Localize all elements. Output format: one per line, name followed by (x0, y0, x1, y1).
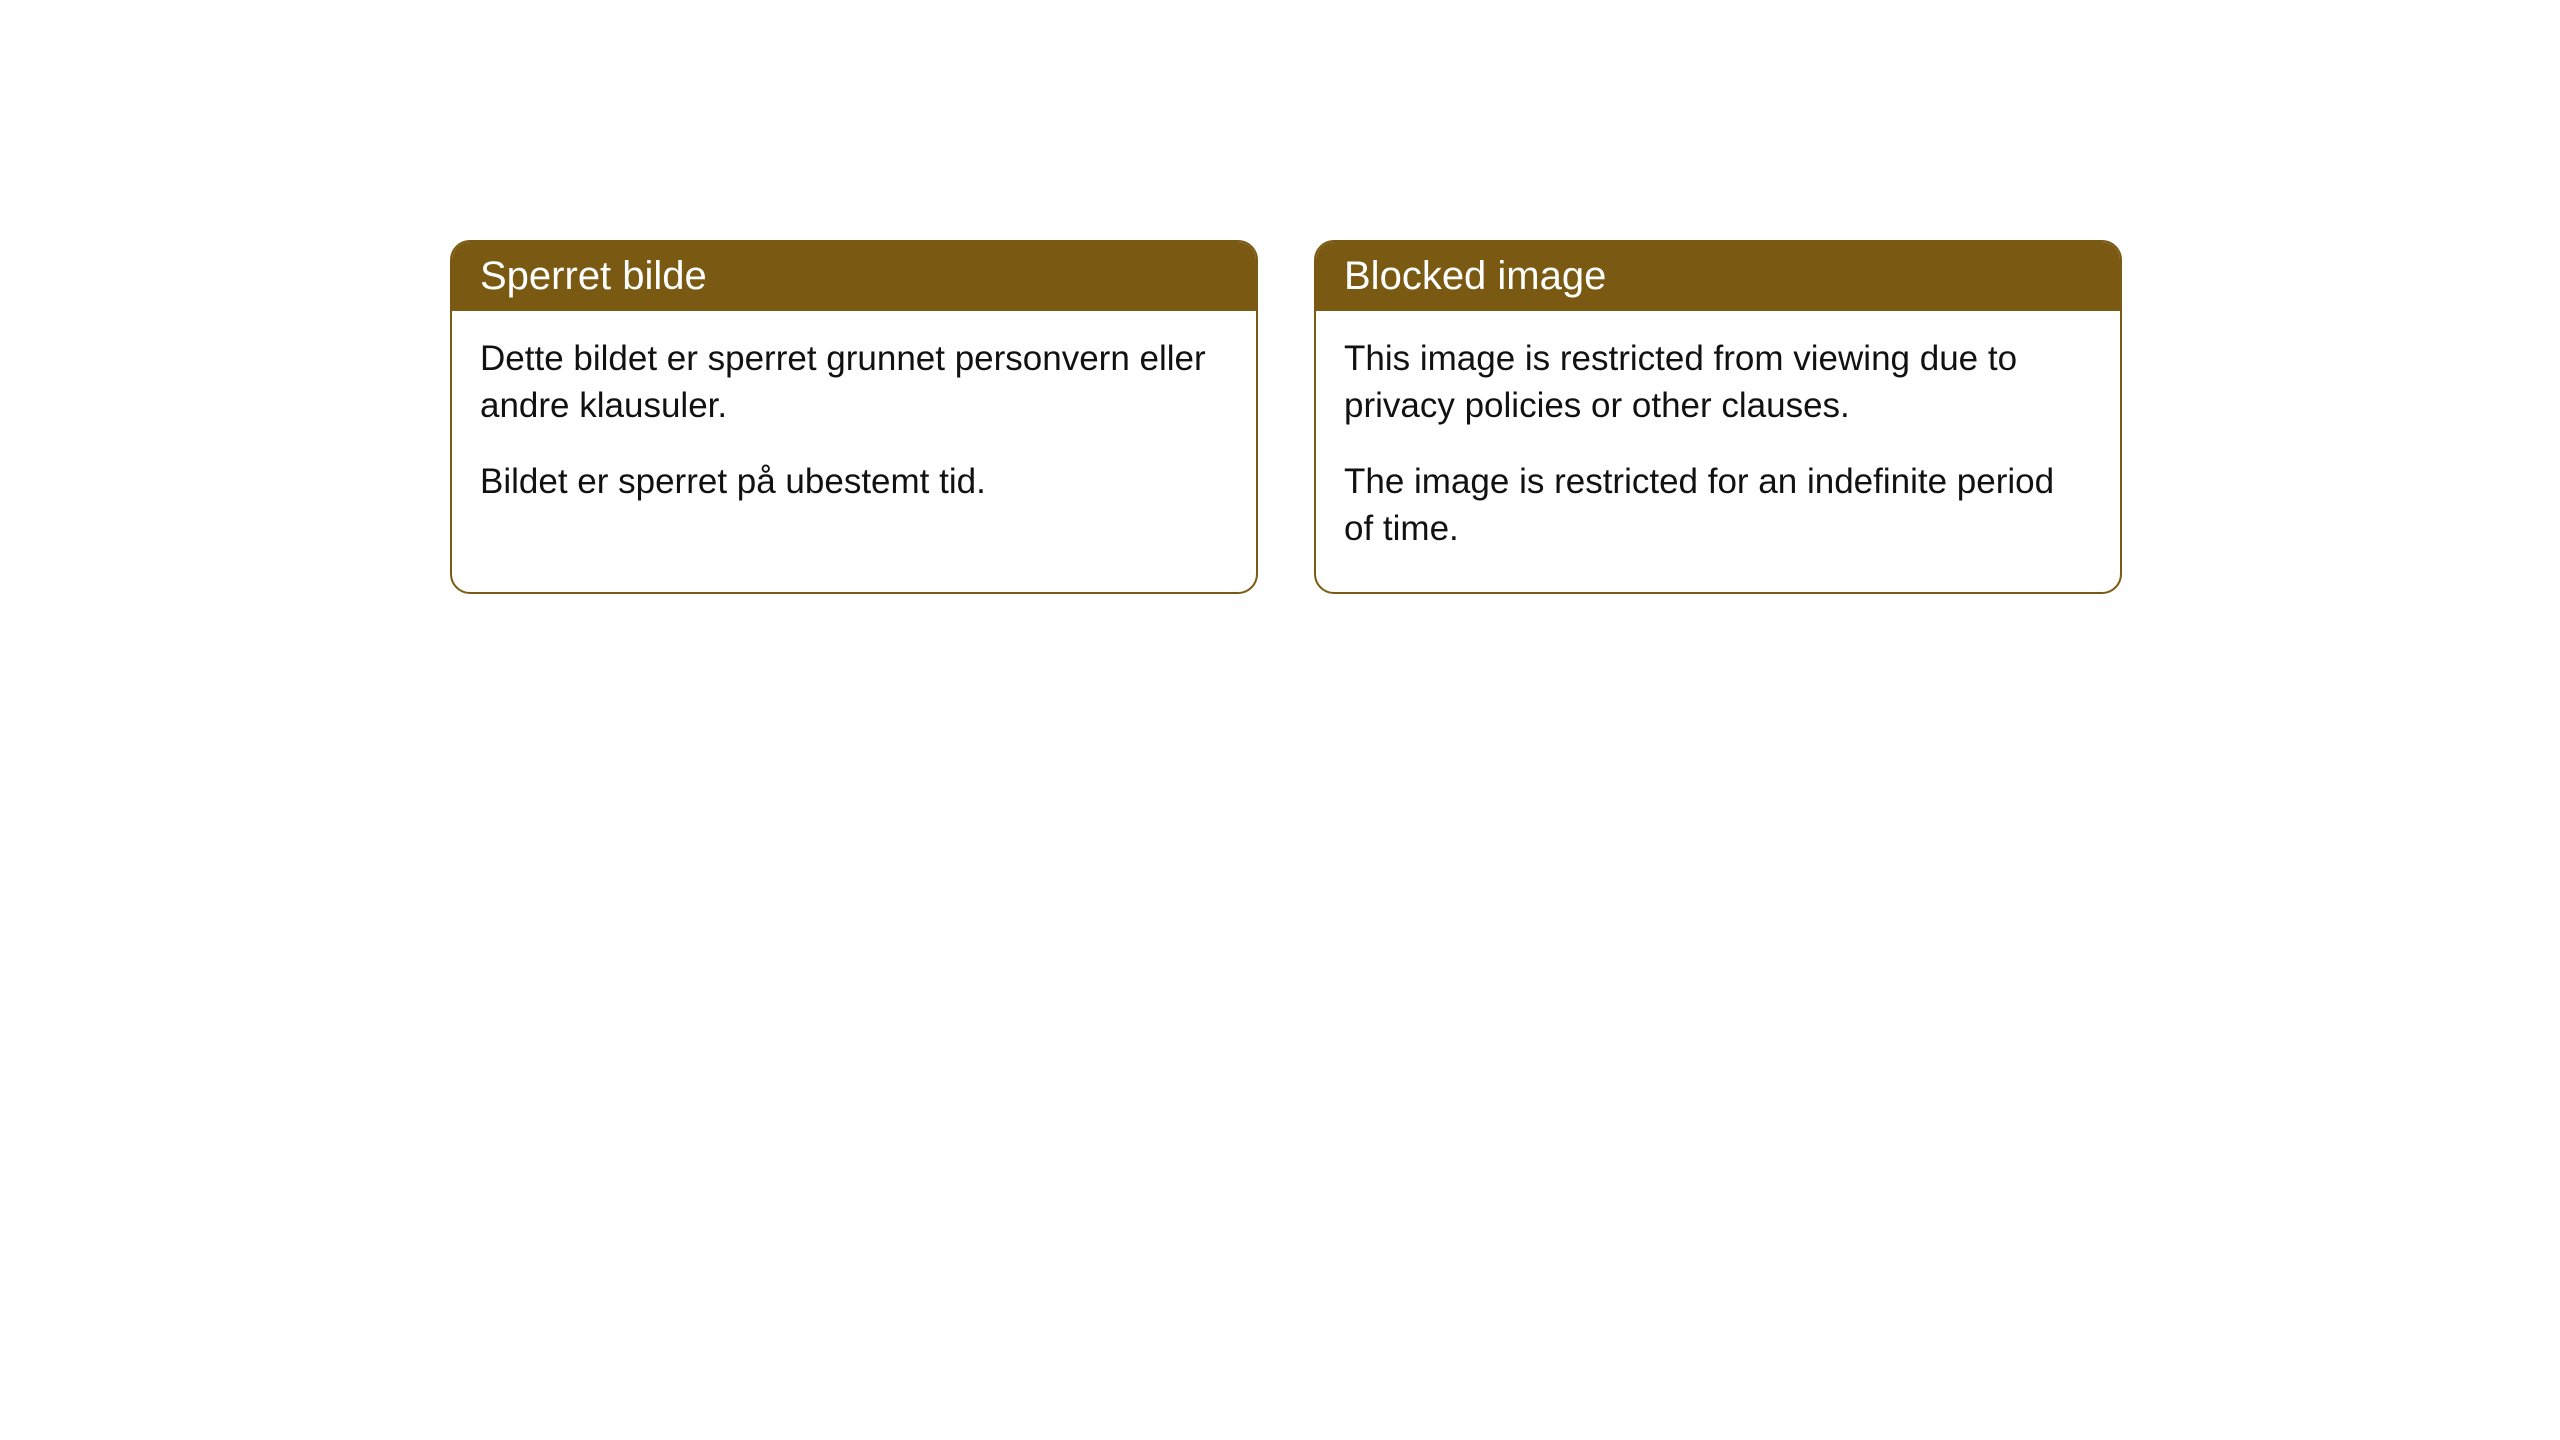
card-paragraph: Dette bildet er sperret grunnet personve… (480, 335, 1228, 430)
notice-container: Sperret bilde Dette bildet er sperret gr… (0, 0, 2560, 594)
card-header: Sperret bilde (452, 242, 1256, 311)
card-paragraph: Bildet er sperret på ubestemt tid. (480, 458, 1228, 505)
card-body: This image is restricted from viewing du… (1316, 311, 2120, 592)
notice-card-norwegian: Sperret bilde Dette bildet er sperret gr… (450, 240, 1258, 594)
card-paragraph: This image is restricted from viewing du… (1344, 335, 2092, 430)
card-title: Sperret bilde (480, 254, 707, 298)
card-body: Dette bildet er sperret grunnet personve… (452, 311, 1256, 545)
card-title: Blocked image (1344, 254, 1606, 298)
card-header: Blocked image (1316, 242, 2120, 311)
notice-card-english: Blocked image This image is restricted f… (1314, 240, 2122, 594)
card-paragraph: The image is restricted for an indefinit… (1344, 458, 2092, 553)
